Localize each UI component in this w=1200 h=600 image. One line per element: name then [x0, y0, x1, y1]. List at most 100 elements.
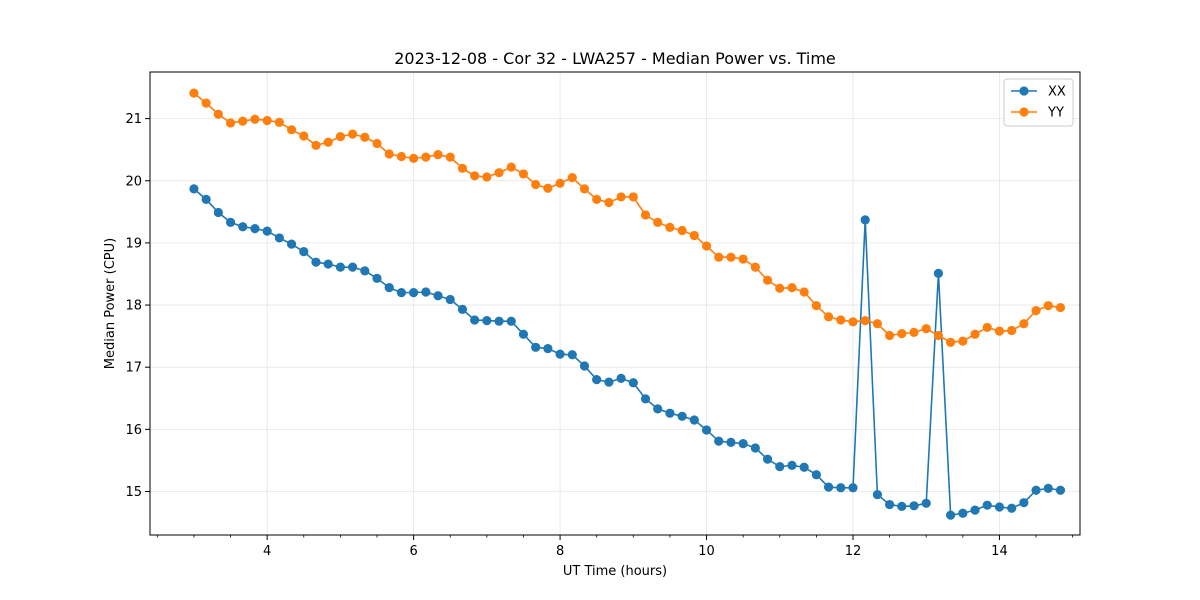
series-yy-point — [811, 301, 821, 311]
series-yy-point — [640, 210, 651, 220]
series-xx-point — [384, 283, 394, 293]
series-xx-point — [482, 315, 492, 326]
series-yy-point — [262, 115, 272, 126]
series-xx-point — [445, 294, 455, 305]
series-yy-point — [823, 312, 834, 322]
series-yy — [189, 88, 1066, 347]
series-yy-point — [726, 252, 736, 262]
y-tick-label: 20 — [125, 174, 142, 189]
series-yy-point — [323, 137, 333, 147]
series-xx-point — [836, 483, 846, 493]
series-xx-point — [421, 287, 431, 297]
series-yy-point — [457, 163, 468, 173]
x-tick-label: 10 — [698, 544, 715, 559]
legend-yy-marker — [1019, 107, 1029, 117]
series-yy-point — [1055, 302, 1066, 313]
series-yy-point — [628, 192, 638, 202]
series-yy-point — [311, 140, 321, 150]
series-yy-point — [592, 194, 602, 204]
series-xx-point — [823, 482, 834, 492]
series-xx-point — [897, 501, 907, 512]
series-xx-point — [189, 184, 199, 194]
series-xx-point — [994, 502, 1005, 512]
series-xx-point — [701, 425, 712, 435]
series-yy-point — [286, 125, 297, 135]
series-yy-point — [335, 132, 345, 142]
series-xx-point — [579, 361, 590, 371]
series-xx-point — [750, 443, 760, 453]
series-xx-point — [1043, 483, 1053, 493]
series-xx-point — [323, 259, 333, 269]
series-yy-point — [701, 241, 712, 251]
series-xx-point — [335, 262, 345, 272]
series-yy-point — [994, 326, 1005, 336]
series-yy-point — [482, 172, 492, 182]
series-layer — [189, 88, 1066, 520]
series-xx-point — [946, 510, 956, 520]
series-xx-point — [543, 343, 553, 354]
series-xx-point — [360, 266, 370, 276]
series-xx-point — [860, 215, 870, 225]
series-yy-point — [738, 254, 748, 264]
series-xx-point — [299, 247, 309, 257]
series-xx-point — [1055, 485, 1066, 495]
series-yy-point — [213, 109, 223, 119]
series-xx-point — [213, 207, 223, 218]
series-xx-point — [409, 288, 419, 298]
series-xx-point — [1031, 485, 1041, 495]
series-yy-point — [714, 252, 724, 262]
series-yy-point — [494, 168, 504, 178]
series-yy-point — [677, 225, 687, 236]
legend-yy-label: YY — [1047, 106, 1064, 121]
series-xx-point — [811, 470, 821, 480]
series-xx-point — [933, 268, 944, 278]
series-yy-point — [299, 131, 309, 141]
series-yy-point — [201, 98, 211, 108]
series-xx-point — [262, 226, 272, 236]
series-xx-point — [311, 257, 321, 267]
series-yy-point — [775, 283, 785, 293]
series-yy-point — [1007, 325, 1017, 336]
series-xx-point — [238, 222, 248, 232]
x-tick-label: 6 — [409, 544, 417, 559]
series-xx-point — [567, 350, 577, 360]
series-yy-point — [1043, 301, 1053, 311]
y-tick-label: 17 — [125, 361, 142, 376]
series-yy-point — [421, 152, 431, 162]
series-yy-point — [762, 275, 773, 285]
series-xx-point — [970, 505, 980, 515]
legend-xx-marker — [1019, 86, 1029, 96]
series-xx-point — [885, 499, 895, 510]
series-xx-point — [714, 436, 724, 446]
series-yy-point — [616, 192, 626, 202]
series-xx-point — [726, 437, 736, 447]
series-yy-point — [1019, 319, 1029, 329]
y-tick-label: 18 — [125, 299, 142, 314]
series-xx-point — [921, 498, 931, 508]
series-yy-point — [384, 149, 394, 159]
series-xx-point — [396, 288, 407, 298]
series-xx-point — [775, 462, 785, 472]
series-yy-point — [506, 162, 516, 172]
series-yy-point — [689, 230, 699, 241]
series-yy-point — [982, 322, 992, 333]
series-yy-point — [897, 329, 907, 339]
x-axis-label: UT Time (hours) — [563, 564, 667, 579]
x-tick-label: 4 — [263, 544, 271, 559]
series-xx-point — [848, 483, 858, 493]
series-xx-point — [653, 404, 663, 414]
series-xx-point — [958, 508, 968, 518]
series-yy-point — [445, 152, 455, 162]
series-yy-point — [518, 169, 529, 179]
x-tick-label: 12 — [845, 544, 862, 559]
y-tick-label: 16 — [125, 423, 142, 438]
plot-area-frame — [149, 71, 1081, 536]
x-tick-label: 8 — [556, 544, 564, 559]
series-xx-point — [628, 378, 638, 388]
series-yy-point — [933, 330, 944, 341]
series-xx-point — [518, 329, 529, 339]
series-yy-point — [787, 283, 797, 293]
series-xx-point — [604, 377, 614, 387]
